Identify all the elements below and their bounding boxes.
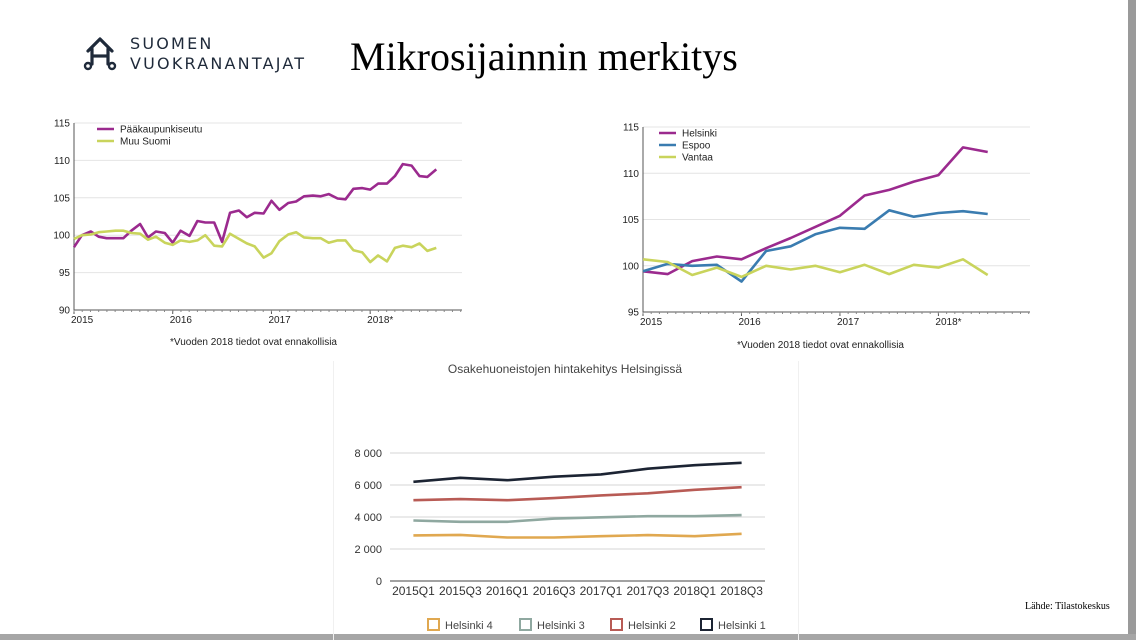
y-tick-label: 115 (623, 123, 639, 134)
x-tick-label: 2017Q1 (580, 584, 623, 598)
y-tick-label: 100 (53, 231, 70, 242)
y-tick-label: 0 (376, 576, 382, 588)
series-line-helsinki-4 (413, 532, 742, 539)
y-tick-label: 95 (628, 308, 640, 319)
y-tick-label: 95 (59, 268, 71, 279)
legend-label: Pääkaupunkiseutu (120, 125, 202, 136)
y-tick-label: 100 (622, 261, 639, 272)
y-tick-label: 110 (623, 169, 639, 180)
legend-swatch (427, 618, 440, 631)
legend-swatch (610, 618, 623, 631)
x-tick-label: 2017Q3 (626, 584, 669, 598)
legend-label: Muu Suomi (120, 137, 171, 148)
chart-1-note: *Vuoden 2018 tiedot ovat ennakollisia (170, 337, 337, 348)
x-tick-label: 2018* (935, 317, 961, 328)
x-tick-label: 2017 (268, 315, 291, 326)
slide-title: Mikrosijainnin merkitys (350, 34, 738, 79)
slide-edge-bottom (0, 634, 1136, 640)
series-line-muu-suomi (73, 229, 437, 264)
source-note: Lähde: Tilastokeskus (1025, 601, 1110, 612)
x-tick-label: 2015Q3 (439, 584, 482, 598)
logo-text: SUOMEN VUOKRANANTAJAT (130, 34, 306, 74)
y-tick-label: 8 000 (354, 448, 382, 460)
y-tick-label: 105 (53, 193, 70, 204)
series-line-helsinki-1 (413, 461, 742, 484)
x-tick-label: 2017 (837, 317, 860, 328)
y-tick-label: 105 (622, 215, 639, 226)
series-line-vantaa (642, 258, 989, 279)
y-tick-label: 2 000 (354, 544, 382, 556)
y-tick-label: 90 (59, 306, 71, 317)
legend-label: Helsinki (682, 129, 717, 140)
legend-swatch (519, 618, 532, 631)
series-line-helsinki-3 (413, 513, 742, 524)
legend-swatch (700, 618, 713, 631)
x-tick-label: 2016Q1 (486, 584, 529, 598)
y-tick-label: 115 (54, 119, 70, 130)
legend-label: Helsinki 4 (445, 620, 493, 632)
y-tick-label: 4 000 (354, 512, 382, 524)
logo: SUOMEN VUOKRANANTAJAT (82, 34, 322, 78)
x-tick-label: 2018Q1 (673, 584, 716, 598)
legend-label: Helsinki 3 (537, 620, 585, 632)
series-line-helsinki (642, 146, 988, 276)
x-tick-label: 2015 (71, 315, 94, 326)
x-tick-label: 2016Q3 (533, 584, 576, 598)
x-tick-label: 2015Q1 (392, 584, 435, 598)
house-keys-icon (83, 37, 117, 71)
x-tick-label: 2018* (367, 315, 393, 326)
y-tick-label: 110 (54, 156, 70, 167)
x-tick-label: 2016 (170, 315, 193, 326)
y-tick-label: 6 000 (354, 480, 382, 492)
logo-line-1: SUOMEN (130, 34, 214, 53)
legend-label: Espoo (682, 141, 711, 152)
logo-line-2: VUOKRANANTAJAT (130, 54, 307, 73)
series-line-p-kaupunkiseutu (72, 162, 438, 248)
x-tick-label: 2018Q3 (720, 584, 763, 598)
legend-label: Helsinki 2 (628, 620, 676, 632)
chart-3-title: Osakehuoneistojen hintakehitys Helsingis… (447, 362, 683, 376)
legend-label: Vantaa (682, 153, 713, 164)
chart-3-frame (333, 361, 799, 640)
x-tick-label: 2015 (640, 317, 663, 328)
slide-edge-right (1128, 0, 1136, 640)
x-tick-label: 2016 (738, 317, 761, 328)
series-line-helsinki-2 (413, 485, 742, 502)
series-line-espoo (642, 209, 988, 283)
chart-2-note: *Vuoden 2018 tiedot ovat ennakollisia (737, 340, 904, 351)
legend-label: Helsinki 1 (718, 620, 766, 632)
